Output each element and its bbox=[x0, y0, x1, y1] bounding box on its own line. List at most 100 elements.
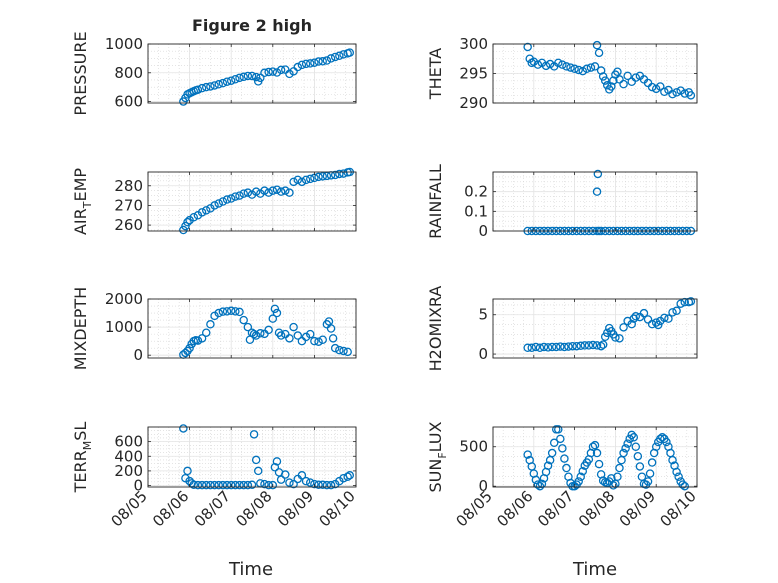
data-point bbox=[214, 80, 223, 89]
data-point bbox=[305, 478, 315, 487]
data-point bbox=[247, 71, 257, 81]
y-tick-label: 270 bbox=[114, 196, 143, 214]
data-point bbox=[183, 217, 192, 227]
data-point bbox=[623, 439, 632, 448]
data-point bbox=[322, 56, 332, 65]
data-point bbox=[235, 307, 244, 317]
data-point bbox=[197, 208, 207, 217]
data-point bbox=[210, 81, 219, 90]
data-point bbox=[672, 306, 681, 316]
data-point bbox=[643, 477, 653, 486]
data-point bbox=[547, 342, 557, 352]
data-point bbox=[276, 475, 286, 484]
data-point bbox=[201, 328, 211, 337]
data-point bbox=[627, 319, 636, 329]
data-point bbox=[247, 480, 257, 490]
data-point bbox=[539, 342, 549, 352]
data-point bbox=[326, 324, 336, 333]
series-markers bbox=[523, 297, 696, 353]
data-point bbox=[226, 76, 236, 85]
data-point bbox=[197, 334, 207, 343]
data-point bbox=[645, 469, 655, 478]
y-tick-label: 1000 bbox=[105, 318, 143, 336]
data-point bbox=[210, 480, 219, 490]
data-point bbox=[310, 479, 319, 489]
plot-area bbox=[148, 44, 356, 103]
axes-box bbox=[492, 171, 698, 232]
data-point bbox=[672, 88, 681, 97]
data-point bbox=[328, 334, 338, 343]
series-markers bbox=[179, 424, 355, 490]
data-point bbox=[656, 82, 665, 91]
series-markers bbox=[179, 48, 355, 106]
data-point bbox=[330, 343, 340, 353]
data-point bbox=[231, 192, 240, 201]
data-point bbox=[189, 480, 199, 490]
data-point bbox=[193, 480, 203, 490]
data-point bbox=[629, 314, 639, 323]
chart-title: Figure 2 high bbox=[192, 16, 312, 35]
series-markers bbox=[179, 304, 352, 359]
data-point bbox=[590, 62, 600, 71]
data-point bbox=[183, 466, 192, 476]
data-point bbox=[576, 472, 585, 481]
data-point bbox=[268, 67, 278, 76]
data-point bbox=[318, 172, 327, 181]
data-point bbox=[218, 78, 228, 88]
x-tick-label: 08/10 bbox=[316, 487, 359, 530]
data-point bbox=[627, 430, 636, 440]
data-point bbox=[197, 480, 207, 490]
data-point bbox=[253, 466, 263, 476]
data-point bbox=[647, 458, 657, 467]
data-point bbox=[318, 480, 327, 490]
data-point bbox=[590, 440, 600, 450]
data-point bbox=[297, 177, 307, 187]
data-point bbox=[531, 342, 541, 352]
data-point bbox=[264, 480, 273, 490]
data-point bbox=[239, 72, 248, 82]
y-tick-label: 1000 bbox=[105, 35, 143, 53]
data-point bbox=[193, 85, 203, 95]
data-point bbox=[345, 471, 355, 480]
data-point bbox=[222, 480, 232, 490]
data-point bbox=[668, 308, 677, 317]
x-tick-label: 08/07 bbox=[191, 487, 234, 530]
y-tick-label: 290 bbox=[459, 94, 488, 112]
y-tick-label: 200 bbox=[114, 462, 143, 480]
data-point bbox=[586, 63, 596, 72]
data-point bbox=[562, 62, 571, 71]
y-tick-label: 400 bbox=[114, 447, 143, 465]
data-point bbox=[185, 343, 194, 353]
data-point bbox=[594, 48, 604, 58]
data-point bbox=[281, 186, 290, 195]
axes-box bbox=[492, 298, 698, 359]
data-point bbox=[239, 315, 248, 325]
axes-box bbox=[147, 426, 357, 488]
data-point bbox=[549, 438, 559, 448]
x-tick-label: 08/09 bbox=[274, 487, 317, 530]
y-axis-label: PRESSURE bbox=[71, 31, 90, 115]
data-point bbox=[547, 448, 557, 458]
data-point bbox=[222, 195, 232, 204]
data-point bbox=[243, 322, 253, 332]
data-point bbox=[533, 60, 543, 69]
x-tick-label: 08/08 bbox=[575, 487, 618, 530]
data-point bbox=[314, 337, 323, 346]
data-point bbox=[535, 481, 545, 491]
data-point bbox=[631, 73, 641, 82]
data-point bbox=[570, 64, 579, 74]
x-tick-label: 08/07 bbox=[534, 487, 577, 530]
data-point bbox=[297, 471, 307, 480]
y-axis-label: THETA bbox=[426, 48, 445, 100]
data-point bbox=[322, 480, 332, 490]
data-point bbox=[664, 314, 673, 323]
subplot-4: 0 0.10.2 RAINFALL bbox=[426, 164, 698, 240]
data-point bbox=[231, 480, 240, 490]
subplot-grid: 600 800 1000 PRESSURE Figure 2 high 290 295 300… bbox=[71, 16, 700, 530]
data-point bbox=[297, 60, 307, 70]
y-tick-label: 0 bbox=[133, 346, 143, 364]
data-point bbox=[256, 329, 265, 338]
data-point bbox=[339, 169, 348, 178]
